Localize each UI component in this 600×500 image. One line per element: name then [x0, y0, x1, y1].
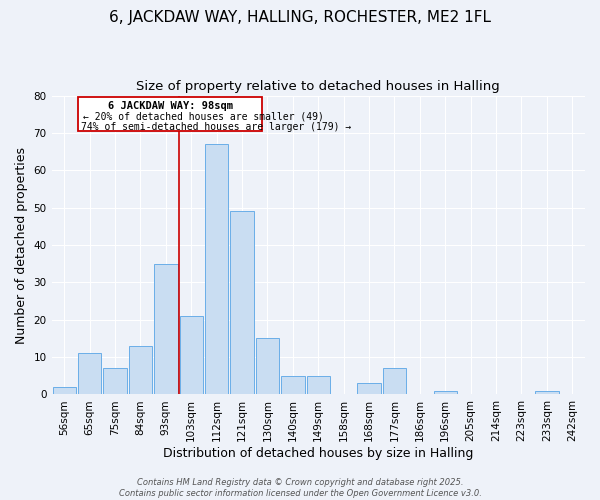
Bar [53, 387, 76, 394]
Bar [230, 212, 254, 394]
Bar [103, 368, 127, 394]
Text: 6, JACKDAW WAY, HALLING, ROCHESTER, ME2 1FL: 6, JACKDAW WAY, HALLING, ROCHESTER, ME2 … [109, 10, 491, 25]
Bar [154, 264, 178, 394]
Title: Size of property relative to detached houses in Halling: Size of property relative to detached ho… [136, 80, 500, 93]
Bar [358, 383, 381, 394]
Bar [383, 368, 406, 394]
Bar [256, 338, 279, 394]
Text: 6 JACKDAW WAY: 98sqm: 6 JACKDAW WAY: 98sqm [108, 101, 233, 111]
Bar [78, 354, 101, 395]
Text: ← 20% of detached houses are smaller (49): ← 20% of detached houses are smaller (49… [83, 112, 324, 122]
Bar [535, 390, 559, 394]
Bar [434, 390, 457, 394]
FancyBboxPatch shape [78, 98, 262, 131]
Bar [307, 376, 330, 394]
Text: 74% of semi-detached houses are larger (179) →: 74% of semi-detached houses are larger (… [81, 122, 351, 132]
Y-axis label: Number of detached properties: Number of detached properties [15, 146, 28, 344]
X-axis label: Distribution of detached houses by size in Halling: Distribution of detached houses by size … [163, 447, 473, 460]
Bar [281, 376, 305, 394]
Bar [205, 144, 229, 395]
Bar [179, 316, 203, 394]
Bar [129, 346, 152, 395]
Text: Contains HM Land Registry data © Crown copyright and database right 2025.
Contai: Contains HM Land Registry data © Crown c… [119, 478, 481, 498]
